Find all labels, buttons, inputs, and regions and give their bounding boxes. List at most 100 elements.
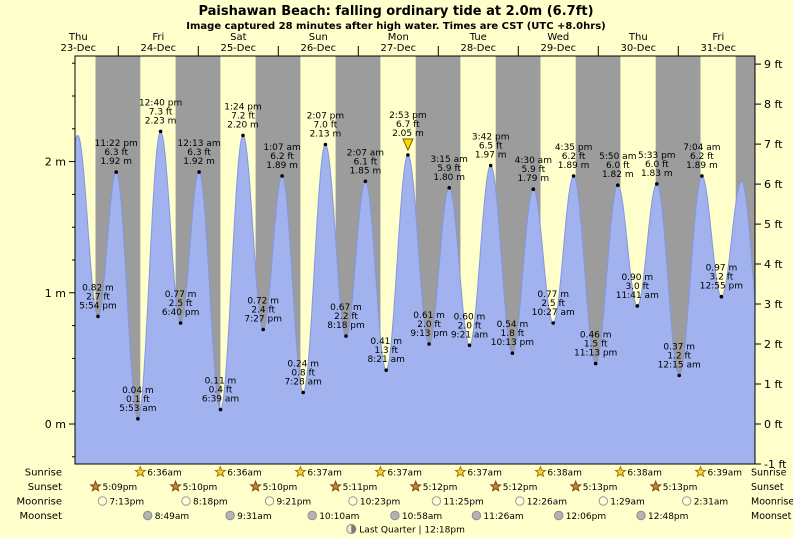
day-label-dow: Fri bbox=[152, 32, 164, 43]
astro-row-label-left: Sunrise bbox=[25, 468, 62, 479]
right-tick-label: -1 ft bbox=[764, 458, 787, 471]
annotation-line: 0.1 ft bbox=[126, 395, 150, 405]
astro-time-label: 1:29am bbox=[610, 498, 645, 508]
annotation-line: 1.97 m bbox=[475, 151, 507, 161]
astro-time-label: 5:09pm bbox=[103, 483, 138, 493]
sunrise-star-icon bbox=[294, 465, 307, 478]
astro-row-label-right: Sunrise bbox=[751, 468, 787, 479]
low-tide-annotation: 0.41 m1.3 ft8:21 am bbox=[368, 337, 405, 373]
tide-extreme-dot bbox=[261, 327, 266, 332]
annotation-line: 2.7 ft bbox=[86, 292, 110, 302]
astro-time-label: 12:26am bbox=[527, 498, 567, 508]
axes: 2 m 1 m 0 m 9 ft 8 ft 7 ft 6 ft 5 ft 4 ft 3 ft 2 f… bbox=[45, 55, 787, 471]
tide-extreme-dot bbox=[700, 174, 704, 178]
annotation-line: 1.92 m bbox=[183, 157, 215, 167]
right-tick-label: 8 ft bbox=[764, 98, 783, 111]
moonset-circle-icon bbox=[554, 510, 564, 521]
sunset-star-icon bbox=[89, 479, 102, 492]
high-tide-annotation: 7:04 am6.2 ft1.89 m bbox=[683, 143, 721, 178]
tide-extreme-dot bbox=[178, 321, 183, 325]
right-tick-label: 3 ft bbox=[764, 298, 783, 311]
annotation-line: 1:07 am bbox=[263, 143, 300, 153]
tide-extreme-dot bbox=[571, 174, 576, 178]
astro-time-label: 5:13pm bbox=[583, 483, 618, 493]
low-tide-annotation: 0.11 m0.4 ft6:39 am bbox=[202, 377, 239, 412]
annotation-line: 7.2 ft bbox=[231, 111, 255, 121]
annotation-line: 0.11 m bbox=[205, 377, 237, 387]
astro-row-label-right: Moonrise bbox=[751, 497, 793, 508]
low-tide-annotation: 0.60 m2.0 ft9:21 am bbox=[451, 312, 488, 348]
right-tick-label: 6 ft bbox=[764, 178, 783, 191]
left-tick-label: 1 m bbox=[45, 287, 66, 300]
annotation-line: 0.61 m bbox=[413, 311, 445, 321]
annotation-line: 1.8 ft bbox=[501, 329, 525, 339]
annotation-line: 1.2 ft bbox=[667, 352, 691, 362]
astro-row-sunset: Sunset Sunset 5:09pm 5:10pm 5:10pm 5:11pm 5:12… bbox=[28, 479, 784, 493]
tide-extreme-dot bbox=[467, 343, 472, 348]
moonrise-circle-icon bbox=[97, 496, 108, 506]
annotation-line: 12:13 am bbox=[178, 139, 221, 149]
high-tide-annotation: 2:07 am6.1 ft1.85 m bbox=[347, 148, 384, 184]
tide-extreme-dot bbox=[197, 170, 201, 174]
moonrise-circle-icon bbox=[181, 496, 191, 506]
annotation-line: 10:13 pm bbox=[491, 338, 534, 348]
annotation-line: 4:30 am bbox=[515, 156, 552, 166]
sunset-star-icon bbox=[329, 479, 342, 492]
day-label-date: 29-Dec bbox=[540, 43, 576, 54]
annotation-line: 0.8 ft bbox=[291, 369, 315, 379]
astro-time-label: 5:10pm bbox=[263, 483, 298, 493]
astro-time-label: 6:36am bbox=[147, 469, 182, 479]
annotation-line: 0.97 m bbox=[706, 264, 738, 274]
annotation-line: 8:18 pm bbox=[327, 321, 365, 331]
annotation-line: 1.89 m bbox=[558, 161, 590, 171]
low-tide-annotation: 0.67 m2.2 ft8:18 pm bbox=[327, 303, 365, 338]
astro-time-label: 10:23pm bbox=[360, 498, 400, 508]
day-label-dow: Mon bbox=[388, 32, 409, 43]
astro-time-label: 9:21pm bbox=[277, 498, 312, 508]
low-tide-annotation: 0.24 m0.8 ft7:28 am bbox=[285, 360, 322, 395]
astro-time-label: 12:48pm bbox=[648, 512, 688, 522]
high-tide-annotation: 1:24 pm7.2 ft2.20 m bbox=[224, 102, 262, 138]
annotation-line: 0.4 ft bbox=[209, 386, 233, 396]
moonset-circle-icon bbox=[143, 510, 153, 521]
tide-line bbox=[74, 130, 756, 420]
high-tide-annotation: 12:13 am6.3 ft1.92 m bbox=[178, 139, 221, 174]
annotation-line: 12:55 pm bbox=[700, 282, 743, 292]
annotation-line: 0.46 m bbox=[580, 331, 612, 341]
sunrise-star-icon bbox=[134, 465, 147, 478]
annotation-line: 1:24 pm bbox=[224, 102, 262, 112]
astro-time-label: 2:31am bbox=[694, 498, 729, 508]
page-title: Paishawan Beach: falling ordinary tide a… bbox=[198, 4, 593, 19]
tide-extreme-dot bbox=[344, 334, 348, 338]
tide-extreme-dot bbox=[635, 304, 640, 308]
astro-time-label: 6:36am bbox=[227, 469, 261, 479]
annotation-line: 6:40 pm bbox=[162, 308, 200, 318]
moonset-circle-icon bbox=[636, 510, 646, 521]
tide-extreme-dot bbox=[114, 170, 118, 174]
high-tide-annotation: 5:33 pm6.0 ft1.83 m bbox=[638, 151, 676, 186]
astro-time-label: 8:18pm bbox=[193, 498, 228, 508]
moon-phase-footer: Last Quarter | 12:18pm bbox=[346, 524, 465, 536]
annotation-line: 1.85 m bbox=[350, 166, 382, 176]
day-label-date: 28-Dec bbox=[460, 43, 496, 54]
day-label-dow: Thu bbox=[628, 32, 648, 43]
tide-extreme-dot bbox=[677, 373, 681, 378]
annotation-line: 1.82 m bbox=[602, 170, 634, 180]
astro-time-label: 10:10am bbox=[319, 512, 359, 522]
page-subtitle: Image captured 28 minutes after high wat… bbox=[186, 21, 605, 32]
moonrise-circle-icon bbox=[682, 496, 692, 506]
annotation-line: 1.5 ft bbox=[584, 340, 608, 350]
astro-time-label: 6:37am bbox=[307, 469, 342, 479]
moonrise-circle-icon bbox=[515, 496, 525, 506]
annotation-line: 7.0 ft bbox=[314, 121, 338, 131]
day-label-dow: Sun bbox=[309, 32, 328, 43]
low-tide-annotation: 0.82 m2.7 ft5:54 pm bbox=[79, 283, 117, 319]
annotation-line: 1.89 m bbox=[266, 161, 298, 171]
tide-curve bbox=[74, 130, 756, 464]
annotation-line: 0.67 m bbox=[330, 303, 362, 313]
tide-extreme-dot bbox=[531, 187, 536, 191]
annotation-line: 0.82 m bbox=[82, 283, 114, 293]
annotation-line: 0.54 m bbox=[497, 320, 529, 330]
